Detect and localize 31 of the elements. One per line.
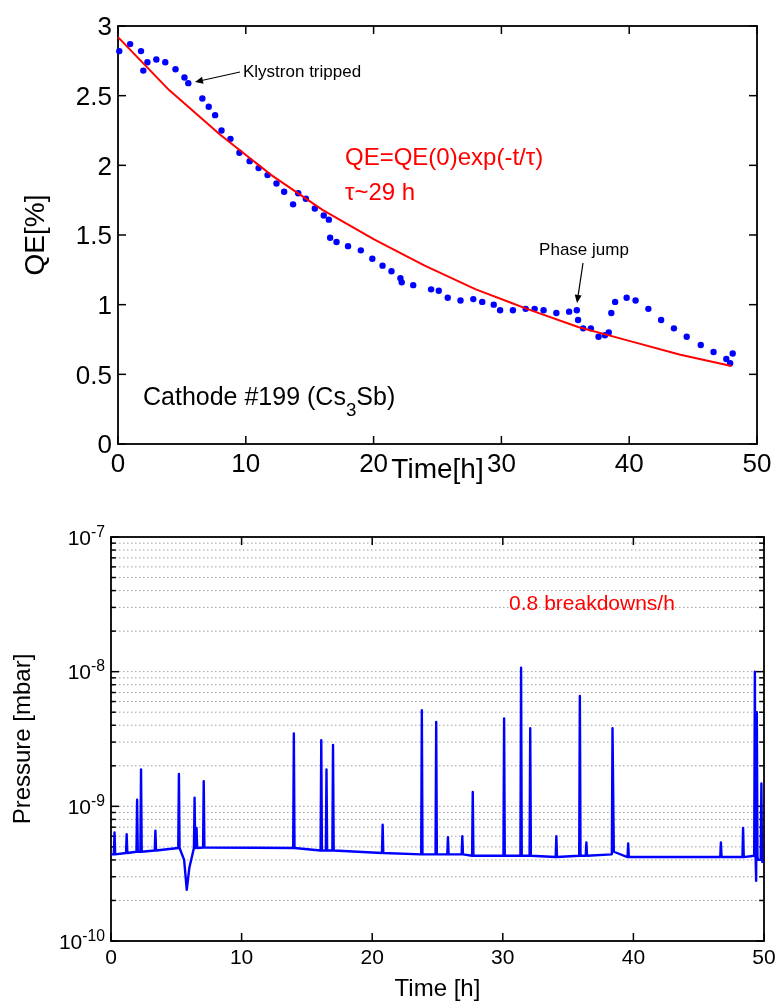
x-tick-label: 40 bbox=[621, 945, 646, 968]
y-tick-label: 10$^{-7}$ bbox=[67, 522, 105, 549]
y-tick-label: 10$^{-10}$ bbox=[58, 926, 106, 953]
annotation: Cathode #199 (Cs$_{3}$Sb) bbox=[143, 382, 396, 420]
y-axis-title: Pressure [mbar] bbox=[8, 653, 35, 825]
x-axis-title: Time [h] bbox=[394, 974, 481, 1001]
y-tick-label: 10$^{-8}$ bbox=[67, 656, 106, 684]
y-tick-label: 2.5 bbox=[75, 81, 112, 112]
annotation: τ~29 h bbox=[345, 178, 416, 205]
x-tick-label: 30 bbox=[486, 448, 516, 478]
annotation: Phase jump bbox=[539, 240, 629, 259]
x-tick-label: 30 bbox=[491, 945, 515, 968]
annotation: Klystron tripped bbox=[243, 62, 362, 81]
x-tick-label: 20 bbox=[359, 448, 389, 478]
y-tick-label: 10$^{-9}$ bbox=[67, 791, 106, 818]
x-tick-label: 10 bbox=[231, 448, 261, 478]
annotation: 0.8 breakdowns/h bbox=[509, 591, 675, 614]
x-tick-label: 40 bbox=[614, 448, 644, 478]
y-tick-label: 0.5 bbox=[75, 359, 112, 390]
y-tick-label: 1.5 bbox=[75, 220, 112, 251]
y-tick-label: 2 bbox=[97, 150, 112, 181]
x-tick-label: 50 bbox=[742, 448, 772, 478]
annotation: QE=QE(0)exp(-t/τ) bbox=[345, 143, 544, 170]
y-tick-label: 1 bbox=[97, 290, 112, 321]
x-tick-label: 50 bbox=[752, 945, 776, 968]
y-axis-title: QE[%] bbox=[19, 194, 50, 276]
x-axis-title: Time[h] bbox=[391, 453, 484, 484]
line-series bbox=[109, 666, 764, 891]
x-tick-label: 10 bbox=[229, 945, 254, 968]
y-tick-label: 3 bbox=[97, 11, 112, 42]
x-tick-label: 20 bbox=[360, 945, 384, 968]
